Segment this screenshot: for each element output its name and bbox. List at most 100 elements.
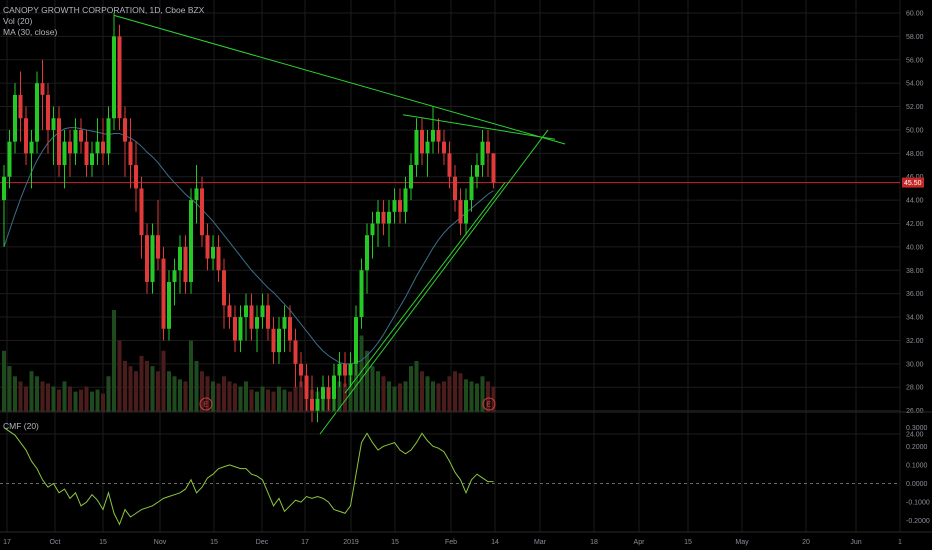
price-axis[interactable]: 60.0058.0056.0054.0052.0050.0048.0046.00…: [906, 11, 924, 439]
candle: [139, 176, 144, 259]
cmf-tick-label: 0.1000: [906, 462, 928, 469]
grid: [0, 0, 901, 532]
candle: [392, 188, 397, 224]
candle: [365, 223, 369, 294]
candle: [310, 375, 314, 423]
volume-bar: [409, 366, 413, 412]
time-tick-label: 15: [99, 539, 107, 546]
candle: [90, 141, 94, 177]
candle: [112, 13, 116, 130]
candle-body: [189, 200, 193, 282]
candle: [370, 211, 375, 259]
volume-bar: [233, 383, 237, 412]
price-tick-label: 24.00: [906, 432, 924, 439]
volume-bar: [431, 381, 435, 412]
volume-legend[interactable]: Vol (20): [3, 16, 33, 26]
candle-body: [315, 398, 320, 411]
volume-bar: [112, 310, 116, 412]
candle: [453, 165, 457, 212]
candle: [40, 59, 45, 130]
volume-bar: [35, 376, 39, 412]
candle-body: [469, 176, 474, 201]
volume-bar: [282, 389, 287, 412]
candle: [244, 293, 248, 341]
candle: [480, 129, 485, 177]
candle: [458, 188, 463, 236]
volume-bar: [420, 371, 424, 412]
candle-body: [46, 94, 50, 130]
candle-body: [420, 129, 424, 154]
candle: [205, 223, 210, 271]
volume-bar: [40, 381, 45, 412]
time-tick-label: Apr: [634, 539, 646, 546]
time-axis[interactable]: 17 Oct 15 Nov 15 Dec 17 2019 15 Feb 14 Mar 18 Apr 15 Ma…: [3, 539, 902, 546]
candle: [332, 363, 336, 411]
price-tick-label: 34.00: [906, 315, 924, 322]
candle-body: [414, 129, 419, 166]
candle: [447, 141, 452, 189]
candle: [469, 165, 474, 212]
time-tick-label: 20: [802, 539, 810, 546]
trendline: [344, 182, 506, 394]
candle-body: [288, 317, 292, 341]
candle: [79, 118, 83, 154]
candle-body: [172, 270, 177, 282]
volume-bar: [18, 381, 23, 412]
cmf-line: [3, 427, 494, 526]
candle-body: [51, 118, 56, 130]
volume-bar: [376, 371, 380, 412]
volume-bar: [464, 379, 468, 412]
candle-body: [458, 200, 463, 224]
candle: [73, 118, 78, 166]
candle-body: [348, 363, 353, 376]
price-tick-label: 32.00: [906, 338, 924, 345]
ma-30-line: [3, 127, 494, 365]
candle-body: [227, 305, 232, 318]
candle: [299, 352, 303, 388]
candle: [2, 165, 6, 247]
candle-body: [13, 94, 17, 142]
candle-body: [84, 141, 89, 166]
cmf-axis[interactable]: 0.3000 0.2000 0.1000 0.0000 -0.1000 -0.2000: [906, 425, 930, 525]
candle: [222, 258, 226, 329]
volume-bar: [299, 381, 303, 412]
candle: [7, 129, 12, 189]
candle-body: [90, 153, 94, 166]
price-tick-label: 50.00: [906, 127, 924, 134]
candle-body: [112, 36, 116, 119]
candle-body: [491, 153, 496, 183]
time-tick-label: 2019: [343, 539, 359, 546]
candle: [95, 118, 100, 166]
candle-body: [139, 188, 144, 236]
cmf-tick-label: 0.3000: [906, 425, 928, 432]
candle-body: [381, 211, 386, 224]
time-tick-label: 17: [301, 539, 309, 546]
price-tag-text: 45.50: [904, 180, 922, 187]
earnings-label: E: [487, 402, 492, 409]
candle: [414, 118, 419, 177]
candle: [134, 141, 138, 212]
volume-bars: [2, 310, 496, 412]
candle: [189, 188, 193, 294]
candle: [68, 129, 72, 177]
symbol-title[interactable]: CANOPY GROWTH CORPORATION, 1D, Cboe BZX: [3, 5, 205, 15]
trendline: [113, 14, 566, 145]
candle: [260, 293, 265, 329]
chart-legend: CANOPY GROWTH CORPORATION, 1D, Cboe BZX …: [3, 5, 204, 38]
volume-bar: [453, 371, 457, 412]
volume-bar: [227, 381, 232, 412]
ma-legend[interactable]: MA (30, close): [3, 27, 58, 37]
candle-body: [156, 235, 160, 259]
candle: [293, 328, 298, 388]
candle: [271, 317, 276, 364]
candle-body: [266, 305, 270, 329]
volume-bar: [222, 376, 226, 412]
candle-body: [117, 36, 122, 119]
volume-bar: [469, 381, 474, 412]
volume-bar: [13, 376, 17, 412]
volume-bar: [156, 371, 160, 412]
cmf-legend[interactable]: CMF (20): [3, 421, 39, 431]
candle-body: [277, 328, 281, 353]
